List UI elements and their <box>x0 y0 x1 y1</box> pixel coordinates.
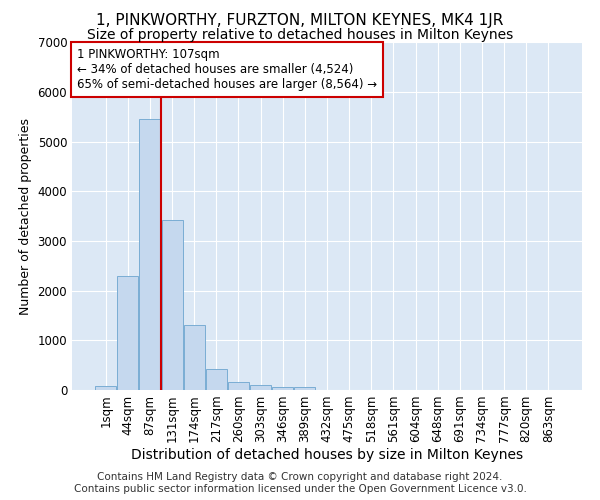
Bar <box>228 382 249 390</box>
Text: 1 PINKWORTHY: 107sqm
← 34% of detached houses are smaller (4,524)
65% of semi-de: 1 PINKWORTHY: 107sqm ← 34% of detached h… <box>77 48 377 90</box>
X-axis label: Distribution of detached houses by size in Milton Keynes: Distribution of detached houses by size … <box>131 448 523 462</box>
Bar <box>272 387 293 390</box>
Bar <box>139 120 160 390</box>
Text: Contains HM Land Registry data © Crown copyright and database right 2024.
Contai: Contains HM Land Registry data © Crown c… <box>74 472 526 494</box>
Bar <box>295 388 316 390</box>
Bar <box>161 220 182 390</box>
Y-axis label: Number of detached properties: Number of detached properties <box>19 118 32 315</box>
Bar <box>184 325 205 390</box>
Bar <box>250 386 271 390</box>
Text: 1, PINKWORTHY, FURZTON, MILTON KEYNES, MK4 1JR: 1, PINKWORTHY, FURZTON, MILTON KEYNES, M… <box>97 12 503 28</box>
Bar <box>95 386 116 390</box>
Bar <box>206 368 227 390</box>
Bar <box>118 276 139 390</box>
Text: Size of property relative to detached houses in Milton Keynes: Size of property relative to detached ho… <box>87 28 513 42</box>
